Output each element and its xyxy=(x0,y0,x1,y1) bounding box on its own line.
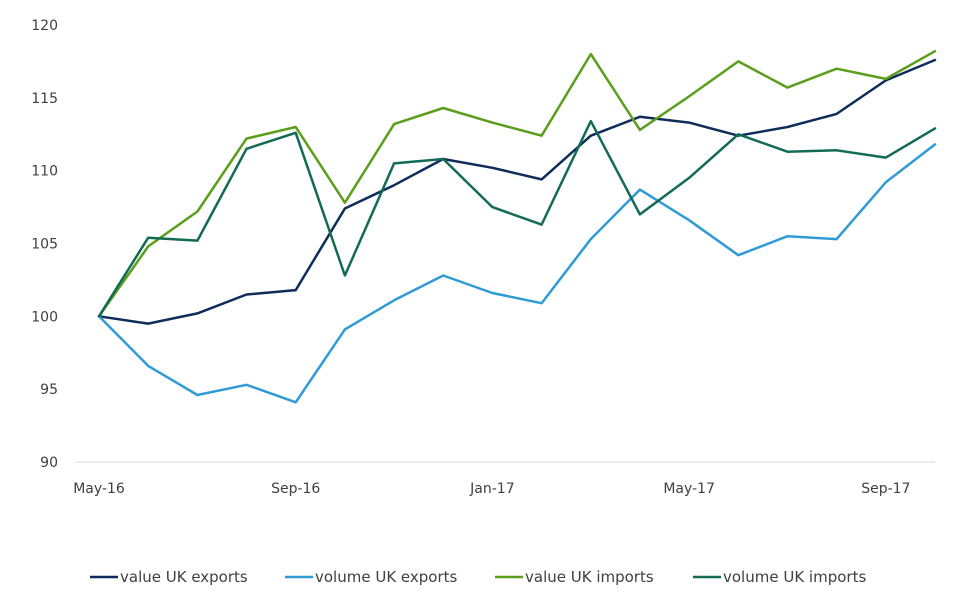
legend-item: volume UK imports xyxy=(693,568,866,586)
x-tick-label: Sep-16 xyxy=(271,481,320,497)
series-line-volume-uk-imports xyxy=(97,119,937,318)
x-tick-label: May-16 xyxy=(73,481,125,497)
x-tick-label: May-17 xyxy=(663,481,715,497)
axes-group: 90 95 100 105 110 115 120 May-16 Sep-16 Jan-17 May… xyxy=(31,18,935,497)
y-tick-label: 105 xyxy=(31,237,58,253)
y-tick-label: 95 xyxy=(40,382,58,398)
legend: value UK exports volume UK exports value U… xyxy=(90,568,866,586)
legend-item: value UK imports xyxy=(495,568,654,586)
legend-item: volume UK exports xyxy=(285,568,458,586)
y-tick-label: 110 xyxy=(31,164,58,180)
legend-label: volume UK imports xyxy=(723,568,866,586)
series-lines-group xyxy=(97,49,937,404)
legend-label: value UK exports xyxy=(120,568,248,586)
x-tick-label: Sep-17 xyxy=(861,481,910,497)
series-line-value-uk-exports xyxy=(97,58,937,325)
y-tick-label: 100 xyxy=(31,309,58,325)
y-tick-label: 115 xyxy=(31,91,58,107)
x-tick-label: Jan-17 xyxy=(469,481,514,497)
series-line-value-uk-imports xyxy=(97,49,937,318)
legend-item: value UK exports xyxy=(90,568,248,586)
y-tick-label: 90 xyxy=(40,455,58,471)
legend-label: value UK imports xyxy=(525,568,654,586)
y-tick-label: 120 xyxy=(31,18,58,34)
legend-label: volume UK exports xyxy=(315,568,458,586)
series-line-volume-uk-exports xyxy=(97,143,937,404)
